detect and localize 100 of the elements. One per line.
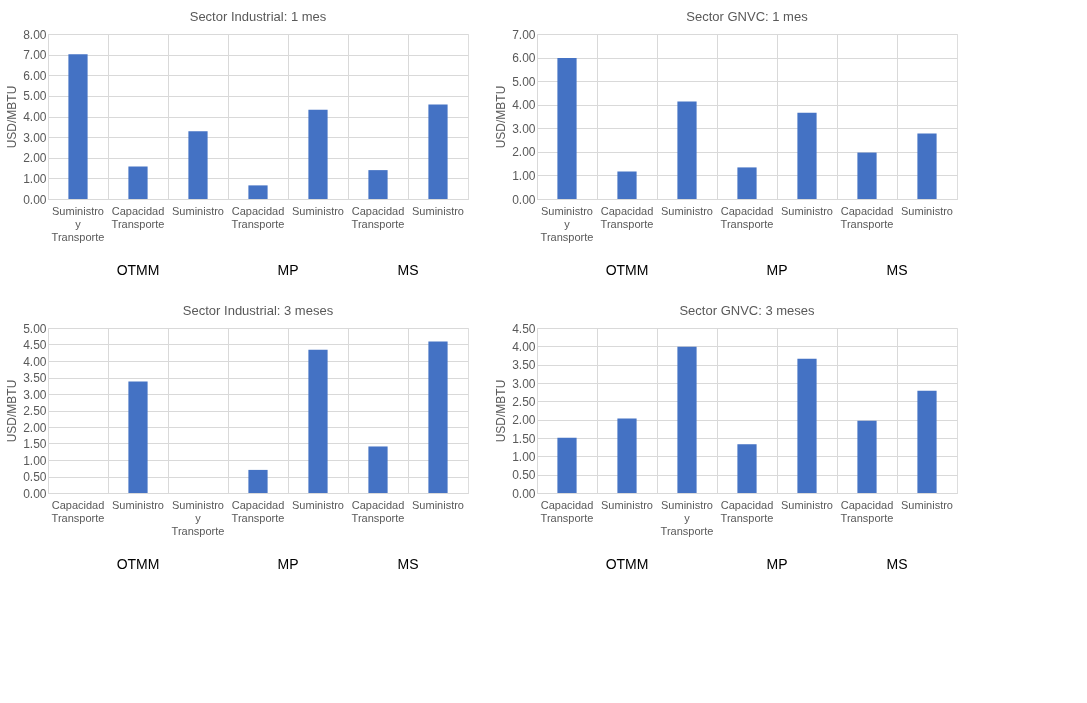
- chart-title: Sector Industrial: 3 meses: [182, 303, 334, 318]
- text: OTMM: [116, 556, 160, 572]
- y-tick-label: 0.00: [512, 192, 536, 207]
- y-tick-label: 5.00: [23, 321, 47, 336]
- y-tick-label: 0.50: [512, 468, 536, 483]
- text: MP: [277, 262, 299, 278]
- y-tick-label: 3.50: [23, 371, 47, 385]
- y-tick-label: 2.00: [512, 145, 536, 160]
- y-tick-label: 0.50: [23, 470, 47, 484]
- text: MP: [766, 556, 788, 572]
- x-tick-label: Suministro: [412, 498, 464, 511]
- x-tick-label: Suministro: [292, 204, 344, 217]
- y-tick-label: 5.00: [23, 89, 47, 104]
- y-tick-label: 5.00: [512, 74, 536, 89]
- bar: [917, 133, 937, 199]
- x-tick-label: Suministro: [292, 498, 344, 511]
- y-tick-label: 3.00: [512, 121, 536, 136]
- y-tick-label: 4.00: [23, 354, 47, 369]
- y-tick-label: 6.00: [512, 51, 536, 66]
- y-tick-label: 2.50: [23, 404, 47, 418]
- x-tick-label: Capacidad Transporte: [540, 498, 594, 524]
- bar: [248, 185, 268, 199]
- bar: [428, 104, 448, 199]
- y-tick-label: 1.00: [512, 168, 536, 183]
- y-tick-label: 1.50: [23, 437, 47, 451]
- chart-title: Sector GNVC: 1 mes: [686, 9, 809, 24]
- bar: [128, 381, 148, 493]
- x-tick-label: Suministro: [781, 498, 833, 511]
- bar: [857, 152, 877, 199]
- y-tick-label: 7.00: [23, 48, 47, 63]
- y-tick-label: 2.00: [512, 413, 536, 428]
- text: MS: [397, 262, 419, 278]
- y-tick-label: 7.00: [512, 27, 536, 42]
- bar: [677, 101, 697, 199]
- x-tick-label: Suministro y Transporte: [540, 204, 594, 243]
- y-tick-label: 1.00: [23, 453, 47, 468]
- bar: [128, 166, 148, 199]
- x-tick-label: Suministro: [412, 204, 464, 217]
- y-axis-title: USD/MBTU: [5, 379, 20, 443]
- bar: [737, 167, 757, 199]
- text: MS: [886, 262, 908, 278]
- text: MS: [886, 556, 908, 572]
- y-tick-label: 0.00: [23, 486, 47, 501]
- text: MP: [766, 262, 788, 278]
- y-tick-label: 3.00: [23, 130, 47, 145]
- y-tick-label: 1.00: [23, 171, 47, 186]
- bar: [308, 109, 328, 199]
- bar: [368, 170, 388, 199]
- y-tick-label: 4.00: [512, 339, 536, 354]
- x-tick-label: Suministro: [781, 204, 833, 217]
- text: OTMM: [605, 262, 649, 278]
- x-tick-label: Suministro y Transporte: [51, 204, 105, 243]
- x-tick-label: Suministro: [112, 498, 164, 511]
- y-axis-title: USD/MBTU: [494, 379, 509, 443]
- y-tick-label: 3.00: [23, 387, 47, 402]
- x-tick-label: Suministro: [901, 498, 953, 511]
- x-tick-label: Capacidad Transporte: [111, 204, 165, 230]
- x-tick-label: Capacidad Transporte: [720, 204, 774, 230]
- bar: [557, 58, 577, 199]
- y-tick-label: 4.50: [23, 338, 47, 352]
- y-axis-title: USD/MBTU: [494, 85, 509, 149]
- chart-title: Sector GNVC: 3 meses: [679, 303, 816, 318]
- y-tick-label: 2.50: [512, 394, 536, 409]
- y-tick-label: 3.50: [512, 358, 536, 373]
- bar: [248, 469, 268, 493]
- x-tick-label: Suministro y Transporte: [171, 498, 225, 537]
- chart-title: Sector Industrial: 1 mes: [189, 9, 327, 24]
- bar: [797, 112, 817, 199]
- bar: [557, 437, 577, 493]
- y-tick-label: 0.00: [23, 192, 47, 207]
- y-tick-label: 4.00: [512, 98, 536, 113]
- y-tick-label: 8.00: [23, 27, 47, 42]
- y-tick-label: 6.00: [23, 68, 47, 83]
- y-tick-label: 2.00: [23, 420, 47, 435]
- bar: [737, 444, 757, 493]
- y-tick-label: 1.00: [512, 449, 536, 464]
- bar: [617, 171, 637, 199]
- x-tick-label: Capacidad Transporte: [351, 204, 405, 230]
- x-tick-label: Suministro: [661, 204, 713, 217]
- bar: [68, 54, 88, 199]
- y-axis-title: USD/MBTU: [5, 85, 20, 149]
- text: OTMM: [116, 262, 160, 278]
- x-tick-label: Suministro: [901, 204, 953, 217]
- y-tick-label: 2.00: [23, 151, 47, 166]
- text: OTMM: [605, 556, 649, 572]
- bar: [617, 418, 637, 493]
- x-tick-label: Capacidad Transporte: [51, 498, 105, 524]
- x-tick-label: Suministro: [172, 204, 224, 217]
- x-tick-label: Capacidad Transporte: [231, 498, 285, 524]
- bar: [857, 420, 877, 493]
- bar: [308, 349, 328, 493]
- x-tick-label: Capacidad Transporte: [351, 498, 405, 524]
- x-tick-label: Suministro: [601, 498, 653, 511]
- bar: [428, 341, 448, 493]
- text: MP: [277, 556, 299, 572]
- x-tick-label: Capacidad Transporte: [600, 204, 654, 230]
- y-tick-label: 0.00: [512, 486, 536, 501]
- bar: [188, 131, 208, 199]
- x-tick-label: Capacidad Transporte: [231, 204, 285, 230]
- x-tick-label: Capacidad Transporte: [840, 498, 894, 524]
